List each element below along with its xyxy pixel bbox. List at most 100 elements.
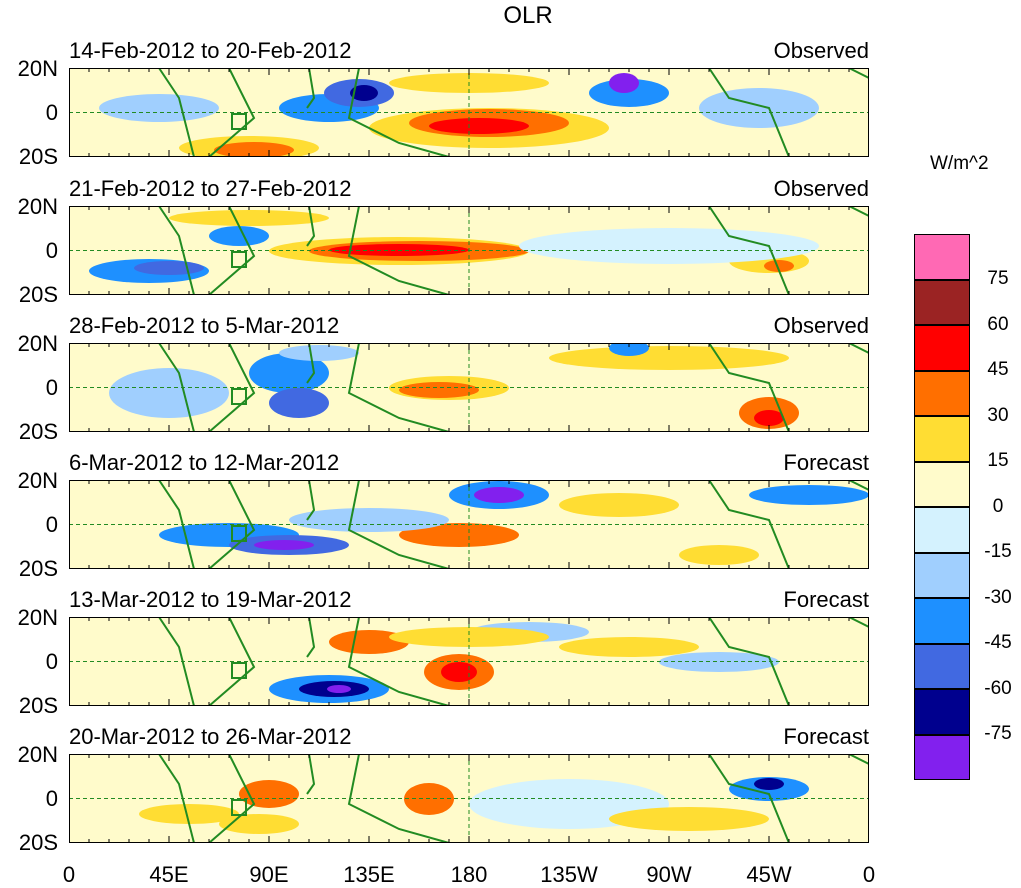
colorbar-swatch [914, 552, 970, 598]
figure-title: OLR [503, 2, 553, 29]
colorbar-label: 45 [987, 359, 1009, 380]
anomaly-region [441, 662, 477, 682]
anomaly-region [559, 637, 699, 657]
lon-label: 135W [540, 862, 598, 887]
colorbar-label: 75 [987, 268, 1009, 289]
anomaly-region [327, 685, 351, 693]
colorbar-label: 15 [987, 450, 1009, 471]
anomaly-region [279, 345, 359, 361]
lon-label: 180 [450, 862, 488, 887]
anomaly-region [219, 814, 299, 834]
region-box [231, 113, 247, 130]
colorbar-label: -60 [984, 677, 1012, 699]
colorbar-swatch [914, 734, 970, 780]
panel-type-label: Observed [773, 176, 869, 201]
colorbar-swatch [914, 643, 970, 689]
colorbar-label: -15 [984, 541, 1012, 562]
colorbar-label: -30 [984, 586, 1012, 608]
anomaly-region [209, 226, 269, 246]
lon-label: 0 [62, 862, 76, 887]
coastline [158, 343, 869, 432]
panel-period-label: 14-Feb-2012 to 20-Feb-2012 [69, 38, 352, 63]
lat-label-eq: 0 [45, 512, 58, 537]
lat-label-20s: 20S [18, 830, 58, 855]
anomaly-region [99, 94, 219, 122]
coastline [158, 754, 869, 843]
coastline [158, 617, 869, 706]
anomaly-region [329, 630, 409, 654]
lat-label-20s: 20S [18, 556, 58, 581]
anomaly-region [699, 88, 819, 128]
olr-anomaly-map-panel [69, 343, 869, 432]
anomaly-region [754, 410, 784, 426]
panel-period-label: 6-Mar-2012 to 12-Mar-2012 [69, 450, 340, 475]
colorbar-label: 0 [992, 495, 1004, 517]
olr-anomaly-map-panel [69, 754, 869, 843]
olr-anomaly-map-panel [69, 617, 869, 706]
region-box [231, 662, 247, 679]
panel-type-label: Observed [773, 313, 869, 338]
colorbar-swatch [914, 689, 970, 735]
panel-type-label: Forecast [783, 724, 869, 749]
anomaly-region [609, 343, 649, 356]
colorbar-label: -45 [984, 632, 1012, 653]
panel-type-label: Forecast [783, 587, 869, 612]
anomaly-region [109, 368, 229, 418]
lat-label-20n: 20N [17, 56, 58, 81]
lat-label-20s: 20S [18, 144, 58, 169]
anomaly-region [749, 485, 869, 505]
anomaly-region [399, 523, 519, 547]
anomaly-region [249, 353, 329, 393]
region-box [231, 251, 247, 268]
panel-type-label: Observed [773, 38, 869, 63]
lon-label: 45E [149, 862, 189, 887]
lat-label-20n: 20N [17, 605, 58, 630]
region-box [231, 799, 247, 816]
colorbar-label: -75 [984, 723, 1012, 744]
anomaly-region [139, 804, 239, 824]
anomaly-region [169, 210, 329, 226]
anomaly-region [214, 142, 294, 157]
coastline [158, 206, 869, 295]
lat-label-eq: 0 [45, 786, 58, 811]
lat-label-20n: 20N [17, 468, 58, 493]
lat-label-eq: 0 [45, 375, 58, 400]
olr-anomaly-map-panel [69, 480, 869, 569]
anomaly-region [474, 487, 524, 503]
region-box [231, 388, 247, 405]
panel-period-label: 13-Mar-2012 to 19-Mar-2012 [69, 587, 352, 612]
anomaly-region [254, 540, 314, 550]
colorbar-swatch [914, 416, 970, 462]
colorbar-label: 30 [987, 404, 1009, 426]
lat-label-20n: 20N [17, 194, 58, 219]
panel-type-label: Forecast [783, 450, 869, 475]
coastline [158, 68, 869, 157]
panel-period-label: 21-Feb-2012 to 27-Feb-2012 [69, 176, 352, 201]
anomaly-region [134, 261, 204, 275]
anomaly-region [429, 118, 529, 134]
colorbar-swatch [914, 325, 970, 371]
lon-label: 135E [343, 862, 395, 887]
lon-label: 0 [862, 862, 876, 887]
anomaly-region [269, 388, 329, 418]
lat-label-20s: 20S [18, 282, 58, 307]
lat-label-eq: 0 [45, 100, 58, 125]
region-box [231, 525, 247, 542]
olr-anomaly-map-panel [69, 68, 869, 157]
colorbar-swatch [914, 234, 970, 280]
anomaly-region [559, 493, 679, 517]
coastline [158, 480, 869, 569]
lat-label-20n: 20N [17, 742, 58, 767]
lat-label-eq: 0 [45, 238, 58, 263]
panel-period-label: 20-Mar-2012 to 26-Mar-2012 [69, 724, 352, 749]
lon-label: 45W [746, 862, 792, 887]
anomaly-region [239, 780, 299, 808]
colorbar-swatch [914, 598, 970, 644]
lat-label-20n: 20N [17, 331, 58, 356]
colorbar-swatch [914, 279, 970, 325]
anomaly-region [350, 85, 378, 101]
colorbar-swatch [914, 507, 970, 553]
anomaly-region [659, 652, 779, 672]
anomaly-region [764, 260, 794, 272]
anomaly-region [589, 79, 669, 107]
